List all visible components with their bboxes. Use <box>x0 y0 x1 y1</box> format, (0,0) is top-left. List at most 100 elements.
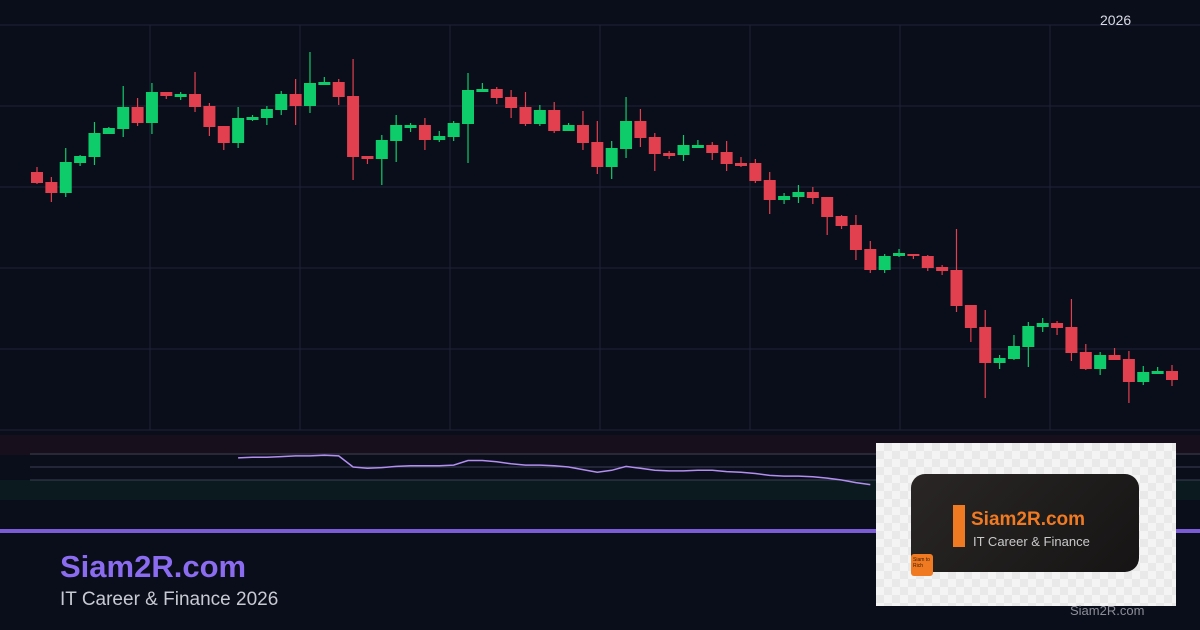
candle-body <box>404 125 417 128</box>
logo-image: Siam2R.com IT Career & Finance Siam to R… <box>876 443 1176 606</box>
candle-body <box>462 90 475 124</box>
candle-body <box>131 107 144 123</box>
candle-body <box>533 110 546 124</box>
candle-body <box>361 156 374 159</box>
candle <box>131 98 144 126</box>
candle-body <box>663 153 676 156</box>
candle-body <box>734 163 747 166</box>
brand-subtitle: IT Career & Finance 2026 <box>60 589 279 610</box>
chart-grid <box>0 24 1200 431</box>
candle-body <box>691 145 704 148</box>
candle-body <box>102 128 115 134</box>
candle-body <box>849 225 862 250</box>
candle-body <box>792 192 805 197</box>
candle-body <box>145 92 158 123</box>
candle <box>663 151 676 159</box>
candle-body <box>260 109 273 118</box>
candle <box>921 255 934 271</box>
candle-body <box>375 140 388 159</box>
candle <box>907 254 920 259</box>
candle-body <box>1108 355 1121 360</box>
candle-body <box>174 94 187 97</box>
candle <box>361 156 374 164</box>
candle <box>260 106 273 125</box>
watermark: Siam2R.com <box>1070 603 1145 618</box>
candle <box>31 167 43 184</box>
candle-body <box>835 216 848 226</box>
candle-body <box>505 97 518 108</box>
candle-body <box>390 125 403 141</box>
candle <box>160 92 173 99</box>
candle-body <box>821 197 834 217</box>
candle <box>246 115 259 121</box>
candle <box>677 135 690 161</box>
candle-body <box>217 126 230 143</box>
candle <box>562 123 575 131</box>
candle-body <box>59 162 72 193</box>
candle-body <box>433 136 446 140</box>
candle-body <box>993 358 1006 363</box>
candle <box>490 87 503 104</box>
candle <box>232 107 245 148</box>
candle-body <box>289 94 302 106</box>
candle-body <box>893 253 906 256</box>
candle <box>936 265 949 275</box>
candle <box>1122 351 1135 403</box>
candle <box>864 241 877 273</box>
candle <box>332 79 345 105</box>
candle <box>418 118 431 150</box>
candle <box>1022 322 1035 367</box>
candle <box>519 92 532 126</box>
candle-body <box>907 254 920 256</box>
candle <box>347 59 360 180</box>
candle-body <box>1051 323 1064 328</box>
candle-body <box>1036 323 1049 327</box>
candle <box>102 127 115 134</box>
candle-body <box>936 267 949 271</box>
candle <box>950 229 963 312</box>
candle <box>993 355 1006 369</box>
candle <box>979 310 992 398</box>
candle-body <box>648 137 661 154</box>
logo-bar-icon <box>953 505 965 547</box>
candle <box>763 172 776 214</box>
candle <box>1051 321 1064 335</box>
candle <box>189 72 202 112</box>
candle-body <box>232 118 245 143</box>
candle-body <box>246 117 259 120</box>
logo-badge: Siam to Rich <box>911 554 933 576</box>
candle-body <box>88 133 101 157</box>
candle-body <box>117 107 130 129</box>
candle <box>1137 366 1150 385</box>
candle-body <box>519 107 532 124</box>
candle-body <box>1137 372 1150 382</box>
candle-body <box>1079 352 1092 369</box>
candle-body <box>634 121 647 138</box>
candle <box>1079 344 1092 370</box>
candle <box>1007 335 1020 360</box>
candle <box>289 79 302 125</box>
candle-body <box>1122 359 1135 382</box>
candle <box>375 135 388 185</box>
candle <box>792 185 805 203</box>
candle <box>591 121 604 174</box>
candle-body <box>347 96 360 157</box>
candle <box>318 77 331 85</box>
candle <box>849 215 862 260</box>
candle-body <box>763 180 776 200</box>
candle-body <box>74 156 87 163</box>
candle <box>821 197 834 235</box>
candle-body <box>1094 355 1107 369</box>
candle <box>404 123 417 132</box>
candle <box>174 92 187 100</box>
candle <box>778 193 791 204</box>
candle-body <box>677 145 690 155</box>
candle-body <box>1166 371 1178 380</box>
candle <box>59 148 72 197</box>
candle-body <box>749 163 762 181</box>
candle <box>533 105 546 126</box>
candlestick-series <box>31 52 1178 403</box>
candle-body <box>605 148 618 167</box>
candle-body <box>706 145 719 153</box>
candle-body <box>979 327 992 363</box>
